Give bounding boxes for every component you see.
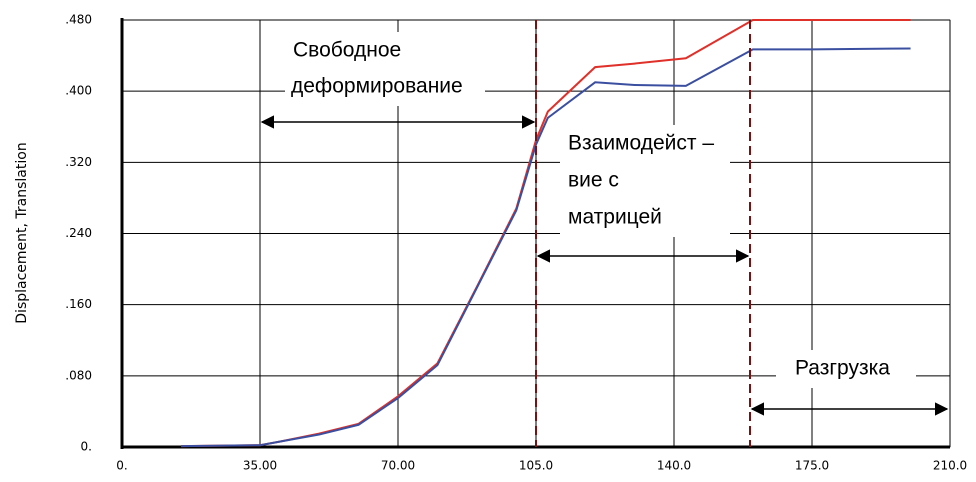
annotation: матрицей [568, 206, 662, 229]
annotation: Разгрузка [795, 357, 890, 380]
annotation-bg [776, 350, 916, 388]
annotation: Взаимодейст – [568, 132, 714, 155]
annotation-bg [560, 125, 730, 237]
y-tick-label: .320 [65, 155, 92, 169]
annotation: Свободное [293, 39, 401, 62]
x-tick-label: 35.00 [243, 459, 277, 473]
y-tick-label: .480 [65, 13, 92, 27]
y-tick-label: .400 [65, 84, 92, 98]
y-axis-label: Displacement, Translation [14, 142, 30, 323]
annotation-bg [285, 32, 485, 106]
x-tick-label: 105.0 [519, 459, 553, 473]
x-tick-label: 70.00 [381, 459, 415, 473]
x-tick-label: 210.0 [933, 459, 967, 473]
y-tick-label: .080 [65, 368, 92, 382]
y-tick-label: .160 [65, 297, 92, 311]
x-tick-label: 0. [116, 459, 127, 473]
y-tick-label: 0. [81, 440, 92, 454]
x-tick-label: 175.0 [795, 459, 829, 473]
y-tick-label: .240 [65, 226, 92, 240]
annotation: вие с [568, 169, 619, 192]
x-tick-label: 140.0 [657, 459, 691, 473]
data-line [181, 47, 911, 448]
annotation: деформирование [291, 75, 463, 98]
